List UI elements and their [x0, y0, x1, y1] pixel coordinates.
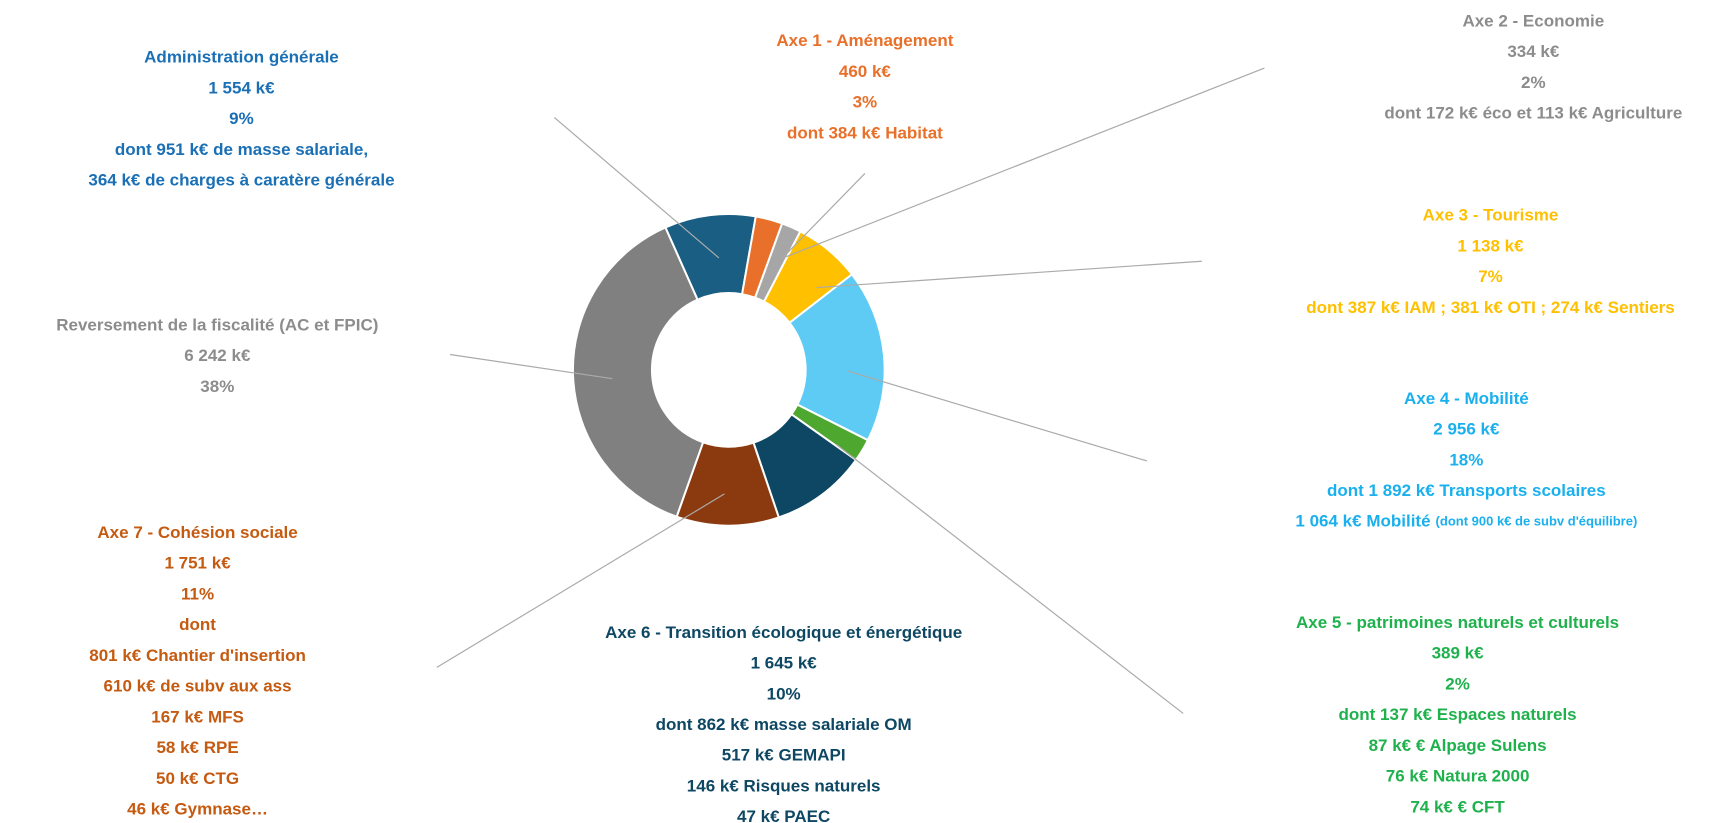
label-detail: dont 862 k€ masse salariale OM — [656, 715, 912, 734]
leader-line — [553, 116, 720, 259]
label-percent: 9% — [229, 109, 254, 128]
label-detail: 517 k€ GEMAPI — [722, 746, 846, 765]
label-detail: 76 k€ Natura 2000 — [1386, 767, 1530, 786]
label-category: Axe 6 - Transition écologique et énergét… — [605, 623, 962, 642]
label-detail: dont 387 k€ IAM ; 381 k€ OTI ; 274 k€ Se… — [1306, 298, 1675, 317]
label-value: 389 k€ — [1432, 644, 1485, 663]
label-detail: 167 k€ MFS — [151, 707, 244, 726]
label-category: Axe 4 - Mobilité — [1404, 389, 1529, 408]
label-detail: 47 k€ PAEC — [737, 807, 830, 823]
label-detail: 46 k€ Gymnase… — [127, 799, 268, 818]
label-value: 1 751 k€ — [164, 554, 231, 573]
label-percent: 18% — [1449, 450, 1483, 469]
label-value: 334 k€ — [1507, 42, 1560, 61]
label-detail: 364 k€ de charges à caratère générale — [88, 171, 394, 190]
leader-line — [781, 172, 866, 260]
label-detail: 58 k€ RPE — [156, 738, 238, 757]
label-category: Axe 7 - Cohésion sociale — [97, 523, 297, 542]
label-value: 6 242 k€ — [184, 346, 251, 365]
leader-line — [847, 370, 1148, 462]
label-category: Axe 1 - Aménagement — [776, 31, 953, 50]
label-percent: 2% — [1521, 73, 1546, 92]
label-detail: dont — [179, 615, 216, 634]
label-detail: dont 951 k€ de masse salariale, — [115, 140, 368, 159]
label-percent: 11% — [181, 584, 214, 603]
label-detail: dont 384 k€ Habitat — [787, 123, 943, 142]
donut-slice — [788, 272, 886, 442]
donut-slice — [571, 226, 705, 519]
label-value: 2 956 k€ — [1433, 420, 1500, 439]
label-detail: 610 k€ de subv aux ass — [104, 677, 292, 696]
label-value: 460 k€ — [839, 62, 892, 81]
label-detail-text: 1 064 k€ Mobilité — [1295, 512, 1430, 531]
label-value: 1 645 k€ — [751, 654, 818, 673]
label-note: (dont 900 k€ de subv d'équilibre) — [1436, 514, 1638, 529]
label-detail: dont 1 892 k€ Transports scolaires — [1327, 481, 1606, 500]
label-detail: dont 137 k€ Espaces naturels — [1339, 705, 1577, 724]
label-category: Axe 3 - Tourisme — [1423, 206, 1559, 225]
label-value: 1 554 k€ — [208, 78, 275, 97]
label-value: 1 138 k€ — [1457, 236, 1524, 255]
label-detail: 50 k€ CTG — [156, 769, 239, 788]
leader-line — [449, 353, 613, 380]
label-percent: 2% — [1445, 674, 1470, 693]
label-detail: 87 k€ € Alpage Sulens — [1369, 736, 1547, 755]
label-category: Administration générale — [144, 48, 339, 67]
leader-line — [436, 493, 725, 668]
label-percent: 3% — [853, 93, 878, 112]
label-category: Axe 2 - Economie — [1462, 11, 1604, 30]
label-category: Reversement de la fiscalité (AC et FPIC) — [56, 315, 378, 334]
label-detail: 74 k€ € CFT — [1410, 797, 1505, 816]
leader-line — [816, 260, 1202, 289]
label-percent: 38% — [200, 377, 234, 396]
label-percent: 7% — [1478, 267, 1503, 286]
label-percent: 10% — [767, 684, 801, 703]
label-category: Axe 5 - patrimoines naturels et culturel… — [1296, 613, 1619, 632]
leader-line — [785, 67, 1265, 258]
label-detail: dont 172 k€ éco et 113 k€ Agriculture — [1384, 104, 1682, 123]
label-detail: 801 k€ Chantier d'insertion — [89, 646, 306, 665]
label-detail: 1 064 k€ Mobilité (dont 900 k€ de subv d'… — [1295, 512, 1637, 531]
leader-line — [835, 444, 1184, 714]
label-detail: 146 k€ Risques naturels — [687, 776, 881, 795]
